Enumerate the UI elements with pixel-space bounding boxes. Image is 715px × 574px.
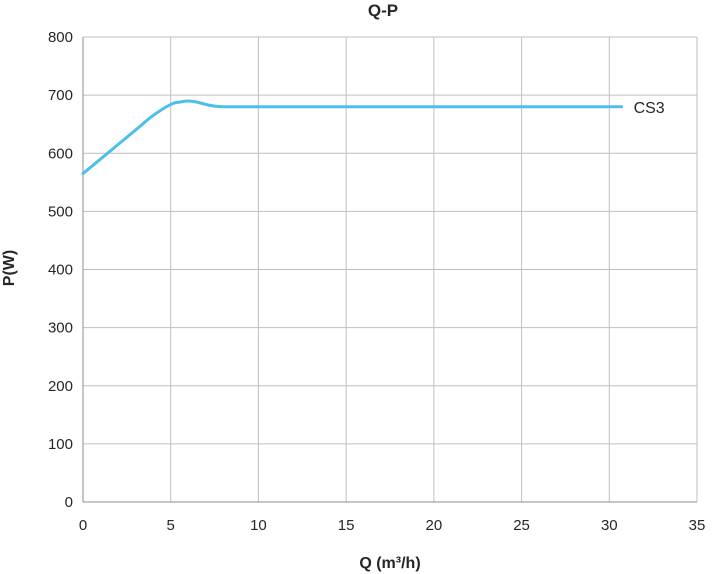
series-line-cs3 <box>81 99 624 176</box>
x-tick-label: 15 <box>338 517 355 534</box>
x-tick-label: 5 <box>167 517 175 534</box>
axes <box>82 37 697 503</box>
y-tick-label: 400 <box>48 262 73 279</box>
x-tick-label: 10 <box>250 517 267 534</box>
x-axis-title: Q (m³/h) <box>359 555 420 572</box>
x-tick-label: 20 <box>426 517 443 534</box>
series: CS3 <box>81 99 665 176</box>
y-tick-label: 800 <box>48 29 73 46</box>
chart-title: Q-P <box>368 1 398 20</box>
grid <box>82 36 698 503</box>
y-tick-label: 0 <box>65 494 73 511</box>
y-tick-labels: 0 100 200 300 400 500 600 700 800 <box>48 29 73 511</box>
x-tick-label: 25 <box>513 517 530 534</box>
y-tick-label: 100 <box>48 436 73 453</box>
y-tick-label: 300 <box>48 320 73 337</box>
y-axis-title: P(W) <box>1 250 18 286</box>
y-tick-label: 600 <box>48 145 73 162</box>
series-label-cs3: CS3 <box>634 100 665 117</box>
x-tick-labels: 0 5 10 15 20 25 30 35 <box>79 517 706 534</box>
y-tick-label: 200 <box>48 378 73 395</box>
y-tick-label: 500 <box>48 203 73 220</box>
x-tick-label: 30 <box>601 517 618 534</box>
x-tick-label: 35 <box>689 517 706 534</box>
y-tick-label: 700 <box>48 87 73 104</box>
x-tick-label: 0 <box>79 517 87 534</box>
